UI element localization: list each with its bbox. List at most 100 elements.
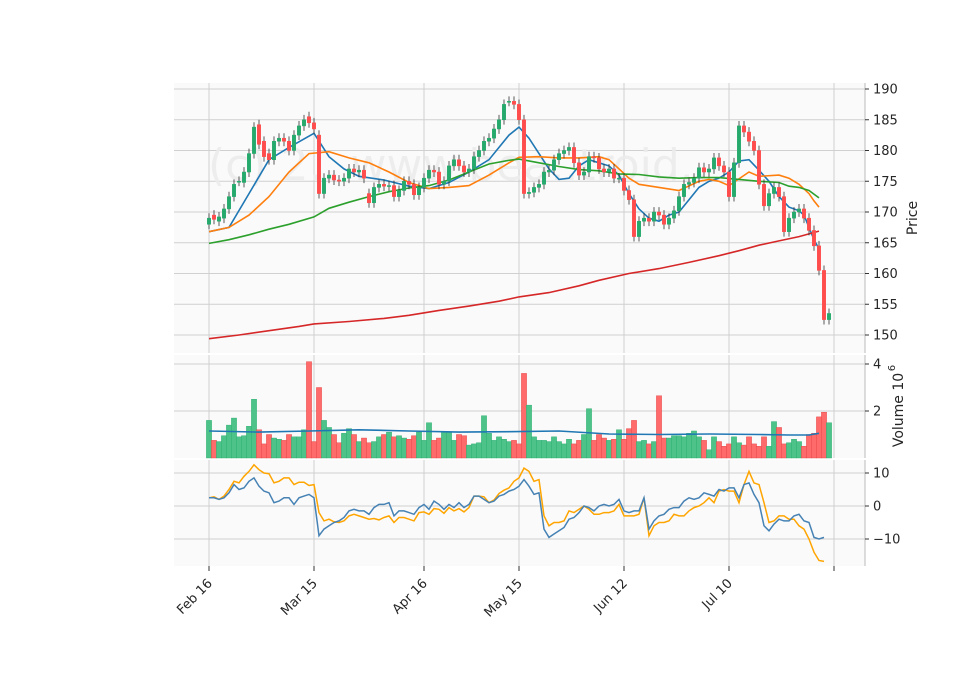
candle-body (287, 141, 291, 151)
candle-body (272, 141, 276, 160)
candle-body (642, 217, 646, 222)
y-tick-label: 10 (873, 467, 890, 482)
x-tick-label: May 15 (482, 576, 526, 620)
candle-body (472, 156, 476, 170)
candle-body (242, 171, 246, 183)
candle-body (782, 196, 786, 232)
volume-bar (341, 433, 347, 459)
candle-body (667, 217, 671, 225)
candle-body (607, 168, 611, 173)
candle-body (672, 210, 676, 219)
candle-body (437, 171, 441, 185)
candle-body (522, 119, 526, 194)
candle-body (237, 181, 241, 183)
candle-body (692, 177, 696, 183)
volume-bar (636, 441, 642, 459)
volume-bar (271, 437, 277, 459)
candle-body (737, 125, 741, 164)
volume-bar (626, 428, 632, 459)
ma-200-line (208, 230, 820, 340)
volume-bar (401, 437, 407, 459)
candle-body (407, 181, 411, 185)
candle-body (732, 162, 736, 197)
candle-body (312, 122, 316, 130)
candle-body (352, 168, 356, 173)
volume-bar (581, 434, 587, 459)
candle-body (377, 184, 381, 188)
candle-body (342, 177, 346, 182)
volume-bar (551, 436, 557, 459)
candle-body (497, 119, 501, 130)
volume-bar (686, 433, 692, 459)
volume-bar (421, 440, 427, 459)
volume-bar (386, 431, 392, 459)
candle-body (777, 187, 781, 197)
volume-bar (811, 433, 817, 459)
volume-bar (466, 444, 472, 459)
candle-body (262, 141, 266, 157)
y-tick-label: 185 (873, 113, 898, 128)
volume-bar (591, 440, 597, 459)
volume-bar (571, 443, 577, 459)
candle-body (317, 134, 321, 194)
price-axis-label: Price (905, 201, 921, 235)
candle-body (717, 157, 721, 167)
volume-bar (751, 443, 757, 459)
oscillator-blue-line (209, 476, 825, 540)
candle-body (792, 211, 796, 219)
y-tick-label: 165 (873, 236, 898, 251)
y-tick-label: 0 (873, 500, 881, 515)
volume-bar (606, 440, 612, 459)
volume-bar (311, 441, 317, 459)
volume-bar (381, 434, 387, 459)
volume-bar (691, 430, 697, 459)
candle-body (487, 137, 491, 142)
volume-bar (721, 446, 727, 459)
volume-bar (746, 436, 752, 459)
candle-body (632, 199, 636, 237)
candle-body (417, 187, 421, 196)
candle-body (772, 187, 776, 194)
volume-bar (541, 440, 547, 459)
candle-body (212, 214, 216, 220)
volume-bar (431, 440, 437, 459)
candle-body (382, 184, 386, 187)
volume-bar (681, 436, 687, 459)
volume-bar (231, 417, 237, 459)
volume-bar (796, 441, 802, 459)
volume-bar (326, 427, 332, 459)
x-tick-label: Feb 16 (174, 576, 216, 618)
volume-bar (446, 431, 452, 459)
candle-body (347, 168, 351, 179)
volume-bar (246, 426, 252, 459)
candle-body (797, 208, 801, 213)
candle-body (687, 182, 691, 185)
candle-body (267, 153, 271, 160)
candle-body (542, 171, 546, 185)
volume-bar (261, 443, 267, 459)
volume-bar (406, 439, 412, 459)
candle-body (302, 119, 306, 127)
volume-bar (226, 424, 232, 459)
volume-bar (206, 420, 212, 459)
candle-body (517, 104, 521, 120)
candle-body (457, 159, 461, 167)
candle-body (557, 153, 561, 160)
volume-bar (461, 435, 467, 459)
volume-bar (561, 443, 567, 459)
volume-bar (351, 434, 357, 459)
candle-body (552, 159, 556, 171)
volume-bar (516, 443, 522, 459)
volume-bar (281, 440, 287, 459)
candle-body (507, 101, 511, 103)
volume-bar (501, 439, 507, 459)
candle-body (217, 216, 221, 222)
candle-body (827, 313, 831, 320)
candle-body (722, 165, 726, 173)
y-tick-label: 150 (873, 329, 898, 344)
volume-bar (496, 436, 502, 459)
candle-body (812, 230, 816, 247)
volume-bar (706, 449, 712, 459)
candle-body (802, 208, 806, 219)
